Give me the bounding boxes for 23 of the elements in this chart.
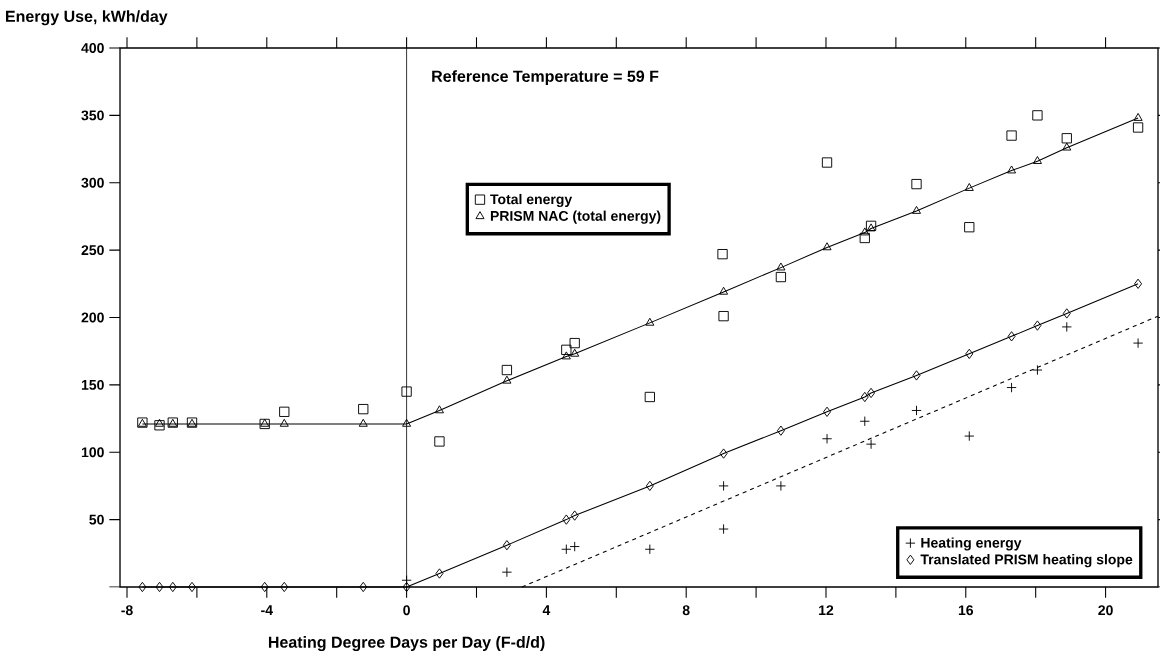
x-tick-label: 16 — [958, 605, 974, 616]
y-axis-title: Energy Use, kWh/day — [6, 10, 168, 26]
legend-label: Total energy — [490, 193, 573, 208]
x-tick-label: 0 — [403, 605, 410, 616]
annotation: Reference Temperature = 59 F — [432, 70, 659, 86]
y-tick-label: 350 — [81, 110, 104, 121]
x-tick-label: 4 — [542, 605, 551, 615]
legend-label: PRISM NAC (total energy) — [490, 210, 661, 224]
y-tick-label: 400 — [81, 43, 104, 53]
y-tick-label: 150 — [81, 379, 104, 390]
y-tick-label: 300 — [81, 177, 104, 188]
legend-label: Heating energy — [921, 537, 1022, 551]
legend-label: Translated PRISM heating slope — [920, 554, 1133, 568]
y-tick-label: 250 — [81, 245, 104, 256]
x-tick-label: -4 — [261, 605, 273, 615]
x-tick-label: 12 — [819, 605, 834, 616]
y-tick-label: 50 — [89, 514, 104, 525]
x-axis-title: Heating Degree Days per Day (F-d/d) — [268, 636, 545, 652]
x-tick-label: 20 — [1098, 605, 1113, 616]
x-tick-label: 8 — [682, 605, 690, 616]
x-tick-label: -8 — [121, 605, 133, 616]
y-tick-label: 200 — [81, 312, 104, 323]
y-tick-label: 100 — [81, 447, 104, 458]
